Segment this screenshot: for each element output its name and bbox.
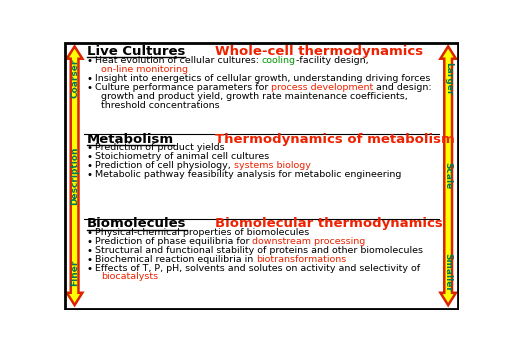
Text: Finer: Finer [70, 260, 79, 286]
Text: biotransformations: biotransformations [256, 255, 346, 264]
Text: Physical-chemical properties of biomolecules: Physical-chemical properties of biomolec… [95, 228, 308, 237]
Text: Scale: Scale [443, 162, 452, 189]
Text: Live Cultures: Live Cultures [87, 45, 185, 58]
Text: threshold concentrations: threshold concentrations [101, 101, 219, 110]
Text: downstream processing: downstream processing [252, 237, 365, 246]
Text: Prediction of phase equilibria for: Prediction of phase equilibria for [95, 237, 252, 246]
Text: •: • [86, 255, 92, 265]
Text: Structural and functional stability of proteins and other biomolecules: Structural and functional stability of p… [95, 246, 422, 255]
Text: Culture performance parameters for: Culture performance parameters for [95, 83, 271, 92]
Text: •: • [86, 246, 92, 256]
Text: Prediction of cell physiology,: Prediction of cell physiology, [95, 161, 233, 170]
Text: Biomolecular thermodynamics: Biomolecular thermodynamics [214, 217, 442, 230]
Text: Prediction of product yields: Prediction of product yields [95, 143, 224, 152]
Text: Insight into energetics of cellular growth, understanding driving forces: Insight into energetics of cellular grow… [95, 74, 429, 83]
Text: growth and product yield, growth rate maintenance coefficients,: growth and product yield, growth rate ma… [101, 92, 407, 101]
Text: •: • [86, 161, 92, 171]
Text: •: • [86, 143, 92, 153]
Text: biocatalysts: biocatalysts [101, 272, 158, 282]
Text: process development: process development [271, 83, 373, 92]
Text: •: • [86, 152, 92, 162]
Text: Effects of T, P, pH, solvents and solutes on activity and selectivity of: Effects of T, P, pH, solvents and solute… [95, 263, 419, 272]
Text: -facility design,: -facility design, [295, 56, 367, 65]
Text: on-line monitoring: on-line monitoring [101, 65, 188, 74]
Text: •: • [86, 83, 92, 93]
Polygon shape [440, 46, 455, 305]
Text: Metabolism: Metabolism [87, 133, 174, 145]
Text: Stoichiometry of animal cell cultures: Stoichiometry of animal cell cultures [95, 152, 268, 161]
Text: cooling: cooling [261, 56, 295, 65]
Text: Whole-cell thermodynamics: Whole-cell thermodynamics [214, 45, 422, 58]
Text: systems biology: systems biology [233, 161, 310, 170]
Text: Heat evolution of cellular cultures:: Heat evolution of cellular cultures: [95, 56, 261, 65]
Text: •: • [86, 237, 92, 247]
Text: •: • [86, 74, 92, 84]
Text: Larger: Larger [443, 62, 452, 95]
Text: Description: Description [70, 147, 79, 205]
Text: Smaller: Smaller [443, 253, 452, 292]
Text: •: • [86, 56, 92, 66]
Text: Metabolic pathway feasibility analysis for metabolic engineering: Metabolic pathway feasibility analysis f… [95, 170, 401, 179]
Text: Coarser: Coarser [70, 59, 79, 98]
Text: •: • [86, 228, 92, 238]
Text: •: • [86, 263, 92, 274]
Polygon shape [67, 46, 82, 305]
Text: and design:: and design: [373, 83, 431, 92]
Text: •: • [86, 170, 92, 180]
Text: Biomolecules: Biomolecules [87, 217, 186, 230]
Text: Biochemical reaction equilibria in: Biochemical reaction equilibria in [95, 255, 256, 264]
Text: Thermodynamics of metabolism: Thermodynamics of metabolism [214, 133, 454, 145]
